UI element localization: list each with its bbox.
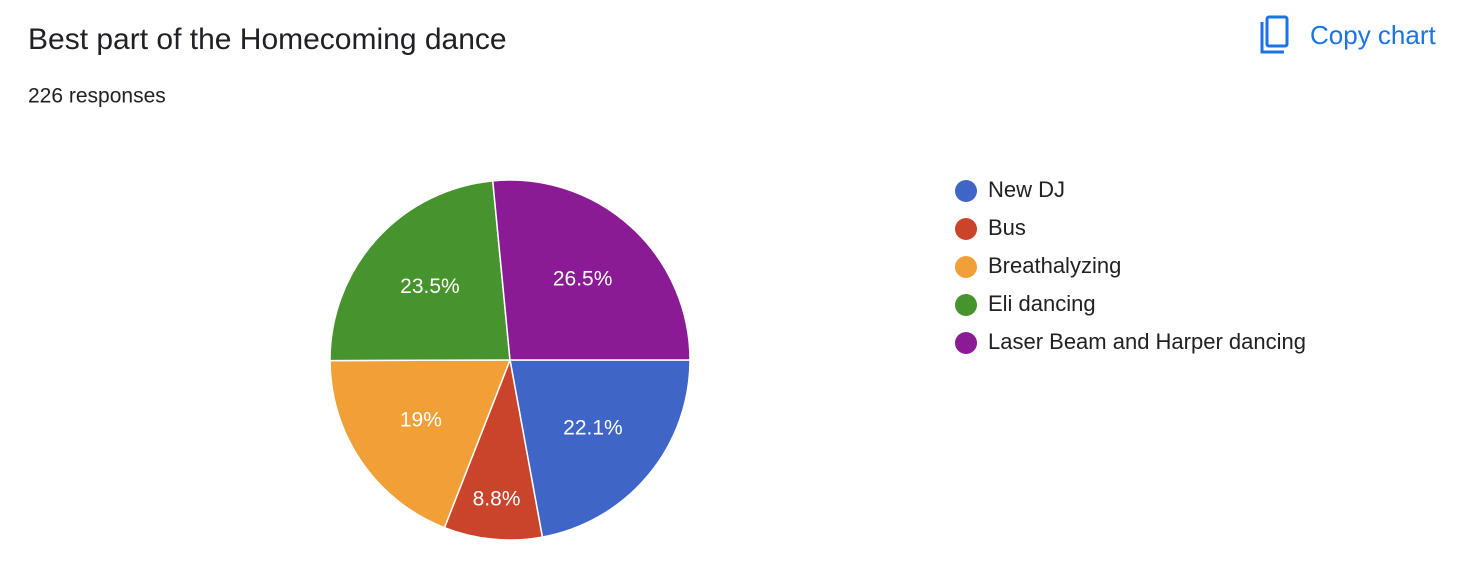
copy-icon: [1265, 15, 1289, 48]
legend-marker: [955, 294, 977, 316]
legend-label: New DJ: [988, 177, 1065, 202]
button-label[interactable]: Copy chart: [1310, 20, 1436, 50]
legend-label: Laser Beam and Harper dancing: [988, 329, 1306, 354]
chart-title: Best part of the Homecoming dance: [28, 23, 507, 56]
legend-marker: [955, 332, 977, 354]
legend-marker: [955, 256, 977, 278]
pie-slice: [329, 180, 511, 362]
slice-label: 22.1%: [563, 417, 623, 440]
slice-label: 19%: [400, 409, 442, 432]
pie-slice: [491, 179, 691, 361]
slice-label: 26.5%: [553, 268, 613, 291]
legend-label: Breathalyzing: [988, 253, 1121, 278]
slice-label: 8.8%: [473, 487, 521, 510]
legend-marker: [955, 180, 977, 202]
pie-slice: [443, 357, 544, 541]
pie-slice: [509, 359, 691, 538]
legend-label: Bus: [988, 215, 1026, 240]
legend-marker: [955, 218, 977, 240]
slice-label: 23.5%: [400, 275, 460, 298]
pie-slice: [329, 359, 512, 529]
copy-chart-button[interactable]: Copy chart: [1245, 10, 1470, 62]
legend-label: Eli dancing: [988, 291, 1096, 316]
chart-subtitle: 226 responses: [28, 85, 166, 108]
copy-icon: [1260, 22, 1284, 54]
